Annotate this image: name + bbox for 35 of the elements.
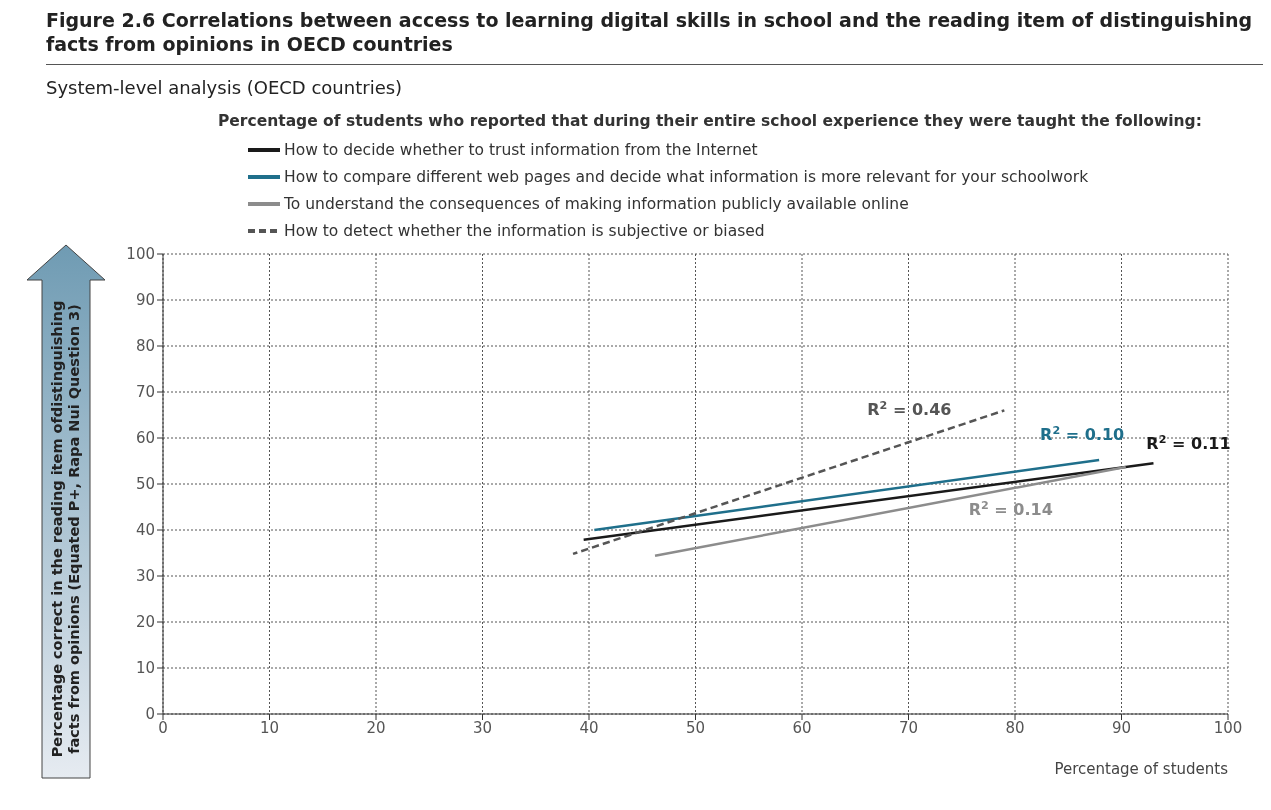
x-tick-label: 50 (685, 718, 706, 737)
x-tick-label: 30 (472, 718, 493, 737)
y-tick-label: 20 (135, 613, 155, 632)
x-tick-label: 90 (1111, 718, 1132, 737)
annotation: R$^{2}$ = 0.46 (867, 398, 952, 420)
y-tick-label: 50 (135, 475, 155, 494)
annotation: R$^{2}$ = 0.11 (1146, 432, 1231, 454)
x-tick-label: 0 (158, 718, 168, 737)
y-tick-label: 70 (135, 383, 155, 402)
y-tick-label: 90 (135, 291, 155, 310)
legend-label: How to compare different web pages and decide what information is more relevant for your schoolwork (284, 167, 1089, 186)
x-tick-label: 80 (1005, 718, 1025, 737)
legend-label: To understand the consequences of making information publicly available online (284, 194, 909, 213)
y-tick-label: 80 (135, 337, 155, 356)
y-tick-label: 60 (135, 429, 155, 448)
chart-title: Figure 2.6 Correlations between access to learning digital skills in school and the reading item of distinguishing facts from opinions in OECD countries (46, 8, 1263, 65)
annotation: R$^{2}$ = 0.10 (1040, 423, 1125, 445)
chart-subtitle: System-level analysis (OECD countries) (46, 77, 404, 98)
x-tick-label: 100 (1213, 718, 1243, 737)
annotation: R$^{2}$ = 0.14 (968, 498, 1053, 519)
legend-title: Percentage of students who reported that during their entire school experience they were taught the following: (218, 112, 1203, 130)
y-tick-label: 0 (145, 705, 155, 724)
x-axis-title: Percentage of students (1054, 760, 1229, 778)
y-tick-label: 100 (126, 245, 155, 264)
y-tick-label: 40 (135, 521, 155, 540)
legend-label: How to detect whether the information is subjective or biased (284, 221, 765, 240)
x-tick-label: 60 (792, 718, 812, 737)
x-tick-label: 70 (898, 718, 919, 737)
legend-label: How to decide whether to trust information from the Internet (284, 140, 758, 159)
y-tick-label: 30 (135, 567, 155, 586)
x-tick-label: 10 (259, 718, 280, 737)
y-axis-title: Percentage correct in the reading item ofdistinguishing facts from opinions (Equated P+, Rapa Nui Question 3) (49, 299, 83, 760)
x-tick-label: 20 (366, 718, 386, 737)
x-tick-label: 40 (579, 718, 599, 737)
y-tick-label: 10 (135, 659, 155, 678)
